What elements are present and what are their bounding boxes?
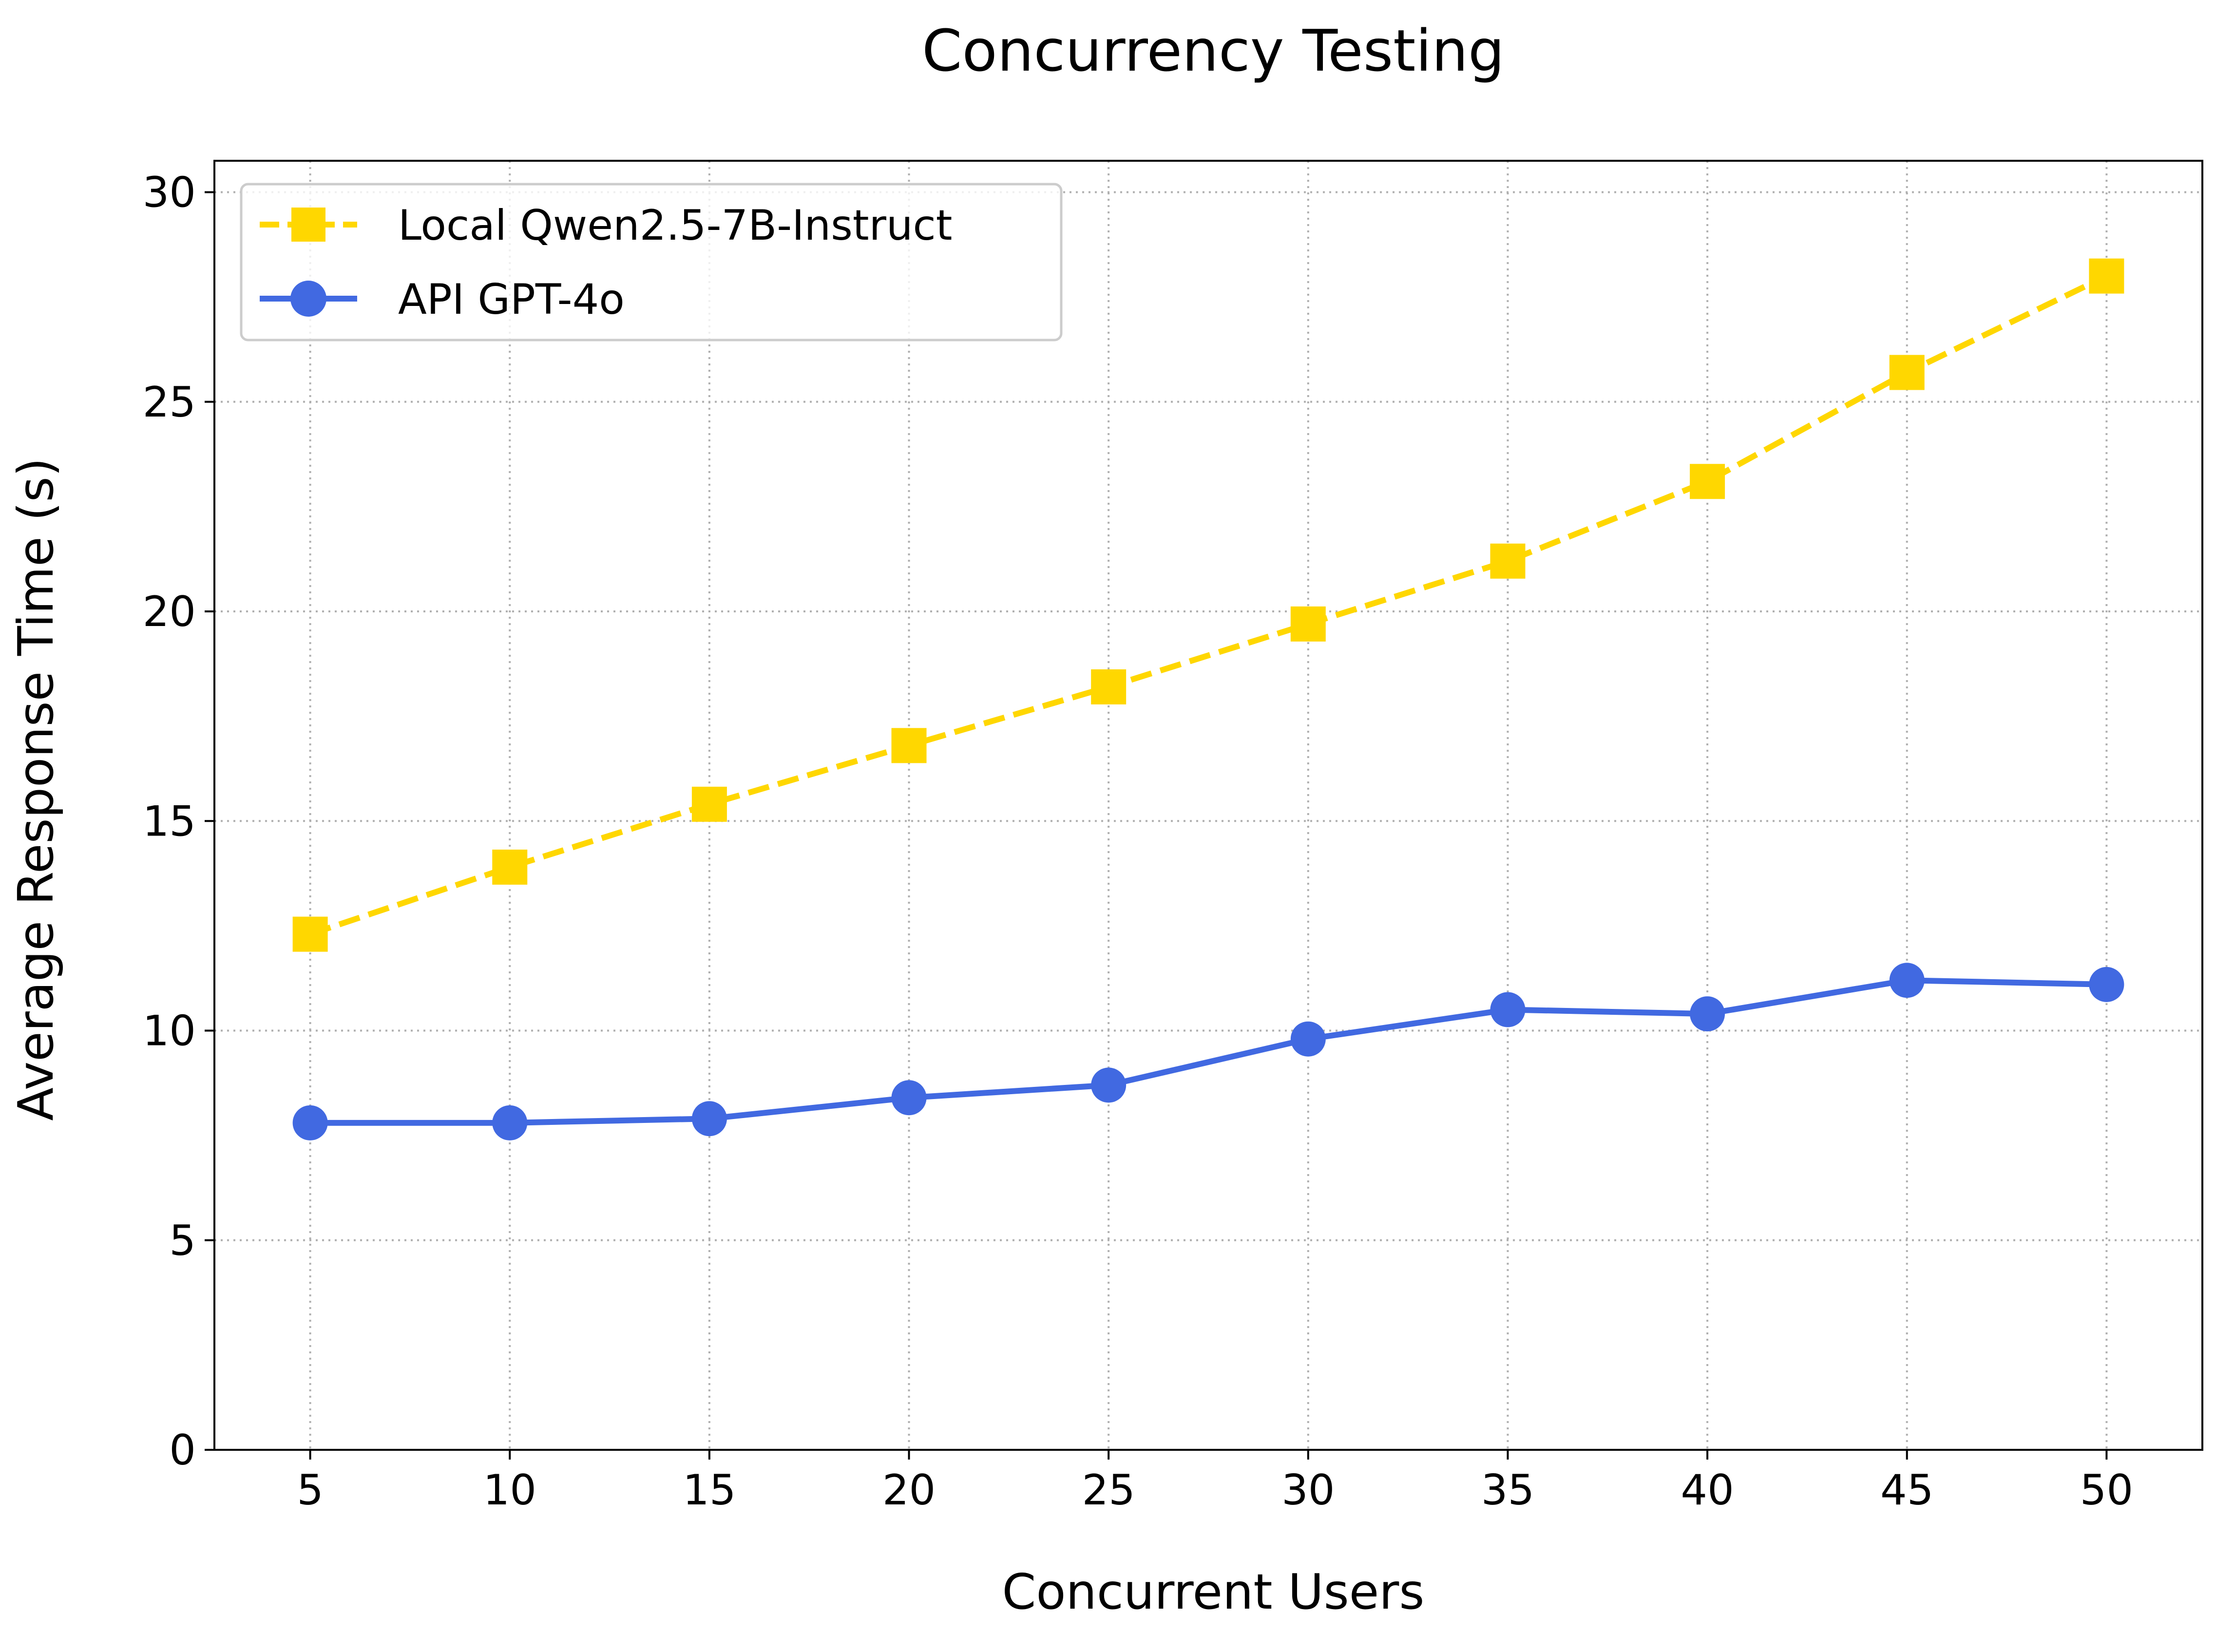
data-point-gpt4o <box>1889 963 1925 998</box>
series-line-qwen <box>309 273 2108 937</box>
x-tick-label: 15 <box>683 1466 736 1515</box>
legend: Local Qwen2.5-7B-Instruct API GPT-4o <box>240 183 1063 342</box>
x-tick-label: 40 <box>1681 1466 1734 1515</box>
data-point-qwen <box>1690 464 1725 499</box>
y-tick-label: 15 <box>143 797 196 846</box>
data-point-qwen <box>292 916 328 952</box>
data-point-qwen <box>1290 606 1326 642</box>
y-axis-label: Average Response Time (s) <box>7 457 64 1120</box>
legend-box <box>240 183 1063 342</box>
x-tick-label: 45 <box>1880 1466 1933 1515</box>
x-tick-label: 35 <box>1481 1466 1534 1515</box>
x-tick-label: 10 <box>483 1466 536 1515</box>
y-tick-label: 5 <box>169 1216 196 1265</box>
data-point-gpt4o <box>292 1105 328 1140</box>
x-tick-label: 25 <box>1082 1466 1135 1515</box>
x-tick-label: 30 <box>1281 1466 1335 1515</box>
x-tick-label: 5 <box>297 1466 324 1515</box>
legend-item-qwen: Local Qwen2.5-7B-Instruct <box>260 201 952 250</box>
data-point-qwen <box>1091 669 1127 704</box>
x-tick-label: 20 <box>882 1466 936 1515</box>
data-point-gpt4o <box>1490 992 1526 1027</box>
data-point-gpt4o <box>1290 1021 1326 1057</box>
data-point-qwen <box>492 849 528 885</box>
data-point-gpt4o <box>1690 996 1725 1032</box>
series-line-gpt4o <box>310 977 2107 1126</box>
x-tick-label: 50 <box>2080 1466 2133 1515</box>
legend-swatch-gpt4o-marker <box>290 281 326 317</box>
data-point-gpt4o <box>891 1080 927 1116</box>
ticks: 5 10 15 20 25 30 35 40 45 50 0 5 10 15 20 25 30 <box>143 169 2134 1515</box>
legend-item-gpt4o: API GPT-4o <box>260 275 625 324</box>
data-point-qwen <box>1490 543 1526 579</box>
y-tick-label: 0 <box>169 1426 196 1475</box>
data-point-gpt4o <box>492 1105 528 1140</box>
data-point-gpt4o <box>2089 967 2124 1002</box>
series-layer <box>292 258 2124 1140</box>
data-point-qwen <box>691 786 727 822</box>
x-axis-label: Concurrent Users <box>1002 1563 1425 1620</box>
data-point-gpt4o <box>1091 1067 1127 1103</box>
legend-label-gpt4o: API GPT-4o <box>398 275 625 324</box>
legend-label-qwen: Local Qwen2.5-7B-Instruct <box>398 201 952 250</box>
data-point-gpt4o <box>691 1101 727 1137</box>
data-point-qwen <box>1889 355 1925 390</box>
y-tick-label: 30 <box>143 169 196 217</box>
chart-title: Concurrency Testing <box>922 17 1505 84</box>
plot-frame <box>213 160 2203 1451</box>
y-tick-label: 20 <box>143 588 196 636</box>
data-point-qwen <box>2089 258 2124 294</box>
y-tick-label: 10 <box>143 1007 196 1056</box>
legend-swatch-qwen-marker <box>291 208 325 242</box>
data-point-qwen <box>891 728 927 763</box>
y-tick-label: 25 <box>143 378 196 427</box>
